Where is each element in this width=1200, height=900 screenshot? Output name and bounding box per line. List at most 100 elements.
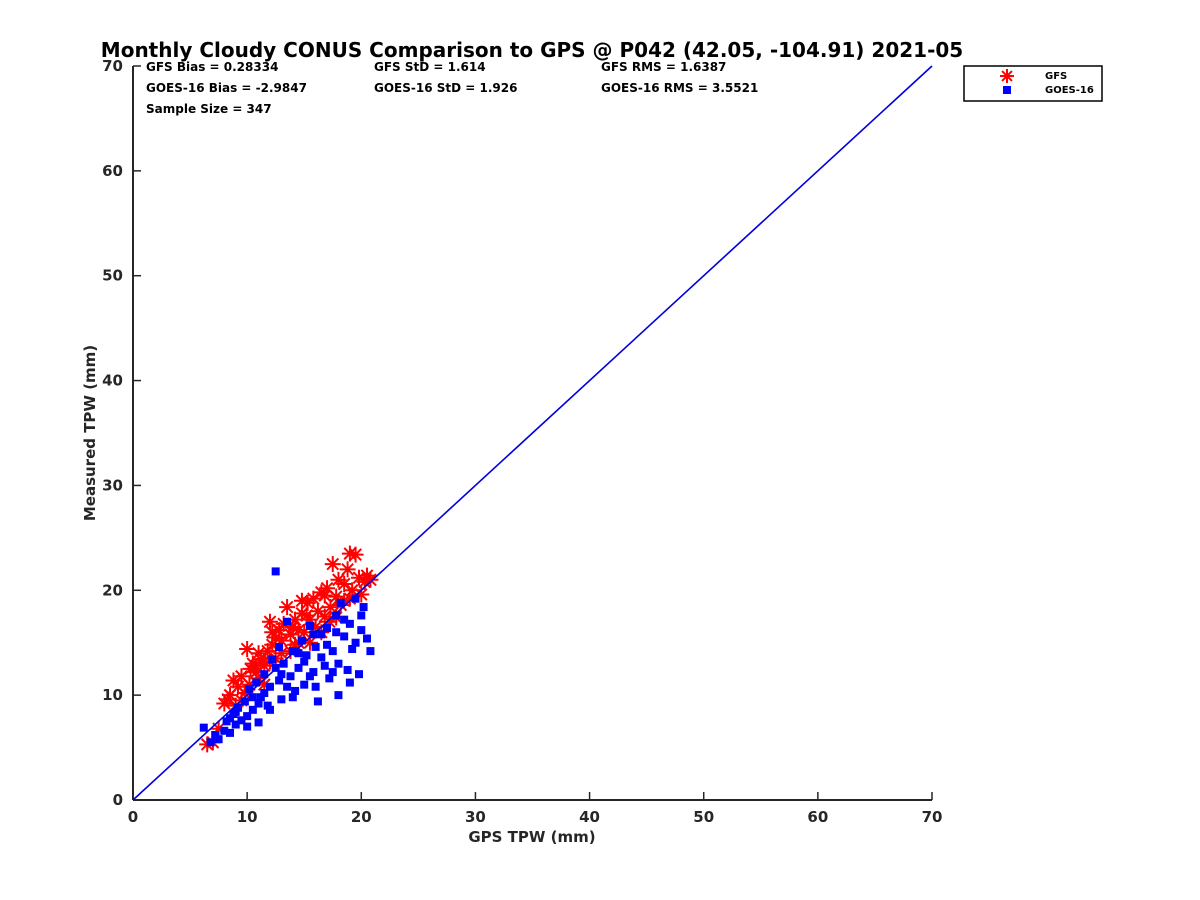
goes16-point xyxy=(334,659,343,668)
goes16-point xyxy=(300,680,309,689)
gfs-point xyxy=(239,641,256,658)
goes16-point xyxy=(345,619,354,628)
x-tick-label: 30 xyxy=(465,808,486,826)
y-tick-label: 60 xyxy=(102,162,123,180)
gfs-point xyxy=(233,668,250,685)
gfs-point xyxy=(316,587,333,604)
goes16-point xyxy=(265,705,274,714)
legend-goes16-marker xyxy=(1003,86,1011,94)
goes16-point xyxy=(260,689,269,698)
y-tick-label: 10 xyxy=(102,686,123,704)
goes16-point xyxy=(206,738,215,747)
gfs-point xyxy=(293,592,310,609)
goes16-point xyxy=(309,668,318,677)
goes16-point xyxy=(323,640,332,649)
y-axis-label: Measured TPW (mm) xyxy=(81,345,99,521)
goes16-point xyxy=(340,632,349,641)
goes16-point xyxy=(243,712,252,721)
y-tick-label: 40 xyxy=(102,372,123,390)
goes16-point xyxy=(254,718,263,727)
legend-gfs-marker xyxy=(1000,69,1014,83)
goes16-point xyxy=(357,626,366,635)
gfs-point xyxy=(324,556,341,573)
y-tick-label: 50 xyxy=(102,267,123,285)
x-tick-label: 50 xyxy=(693,808,714,826)
goes16-point xyxy=(313,697,322,706)
legend-gfs-asterisk xyxy=(1000,69,1014,83)
x-axis-label: GPS TPW (mm) xyxy=(468,828,595,846)
legend-goes16-label: GOES-16 xyxy=(1045,85,1094,96)
goes16-point xyxy=(288,647,297,656)
goes16-point xyxy=(323,624,332,633)
legend-gfs-label: GFS xyxy=(1045,71,1067,82)
goes16-point xyxy=(248,693,257,702)
one-to-one-line xyxy=(132,65,933,801)
gfs-point xyxy=(339,561,356,578)
x-ticks: 0 10 20 30 40 50 60 70 xyxy=(128,792,942,826)
series-goes16 xyxy=(199,567,375,747)
x-tick-label: 10 xyxy=(237,808,258,826)
stats-block: GFS Bias = 0.28334 GFS StD = 1.614 GFS R… xyxy=(146,60,758,116)
goes16-point xyxy=(283,617,292,626)
goes16-point xyxy=(317,653,326,662)
goes16-point xyxy=(351,594,360,603)
goes16-point xyxy=(366,647,375,656)
goes16-point xyxy=(291,686,300,695)
goes16-point xyxy=(294,663,303,672)
goes16-point xyxy=(214,735,223,744)
goes16-point xyxy=(220,726,229,735)
goes16-point xyxy=(237,716,246,725)
y-ticks: 0 10 20 30 40 50 60 70 xyxy=(102,57,141,809)
goes16-point xyxy=(234,703,243,712)
goes16-point xyxy=(268,655,277,664)
stat-gfs-bias: GFS Bias = 0.28334 xyxy=(146,60,278,74)
goes16-point xyxy=(328,647,337,656)
goes16-point xyxy=(300,657,309,666)
goes16-point xyxy=(243,722,252,731)
goes16-point xyxy=(348,645,357,654)
goes16-point xyxy=(359,603,368,612)
goes16-point xyxy=(279,659,288,668)
x-tick-label: 20 xyxy=(351,808,372,826)
stat-goes-bias: GOES-16 Bias = -2.9847 xyxy=(146,81,307,95)
goes16-point xyxy=(311,642,320,651)
gfs-point xyxy=(347,546,364,563)
goes16-point xyxy=(336,598,345,607)
goes16-point xyxy=(263,701,272,710)
goes16-point xyxy=(320,661,329,670)
goes16-point xyxy=(288,693,297,702)
goes16-point xyxy=(332,628,341,637)
y-tick-label: 0 xyxy=(113,791,123,809)
goes16-point xyxy=(311,682,320,691)
axes xyxy=(132,66,932,801)
goes16-point xyxy=(340,615,349,624)
goes16-point xyxy=(302,651,311,660)
goes16-point xyxy=(334,691,343,700)
goes16-point xyxy=(265,682,274,691)
goes16-point xyxy=(345,678,354,687)
x-tick-label: 40 xyxy=(579,808,600,826)
goes16-point xyxy=(199,723,208,732)
goes16-point xyxy=(231,707,240,716)
gfs-point xyxy=(290,622,307,639)
stat-goes-rms: GOES-16 RMS = 3.5521 xyxy=(601,81,758,95)
legend: GFS GOES-16 xyxy=(963,65,1103,102)
goes16-point xyxy=(226,714,235,723)
gfs-point xyxy=(362,571,379,588)
goes16-point xyxy=(283,682,292,691)
x-tick-label: 60 xyxy=(807,808,828,826)
goes16-point xyxy=(362,634,371,643)
goes16-point xyxy=(271,567,280,576)
goes16-point xyxy=(328,668,337,677)
y-tick-label: 30 xyxy=(102,476,123,494)
goes16-point xyxy=(305,672,314,681)
y-tick-label: 70 xyxy=(102,57,123,75)
goes16-point xyxy=(248,705,257,714)
goes16-point xyxy=(231,720,240,729)
goes16-point xyxy=(254,699,263,708)
goes16-point xyxy=(252,678,261,687)
goes16-point xyxy=(275,642,284,651)
stat-goes-std: GOES-16 StD = 1.926 xyxy=(374,81,517,95)
goes16-point xyxy=(317,630,326,639)
